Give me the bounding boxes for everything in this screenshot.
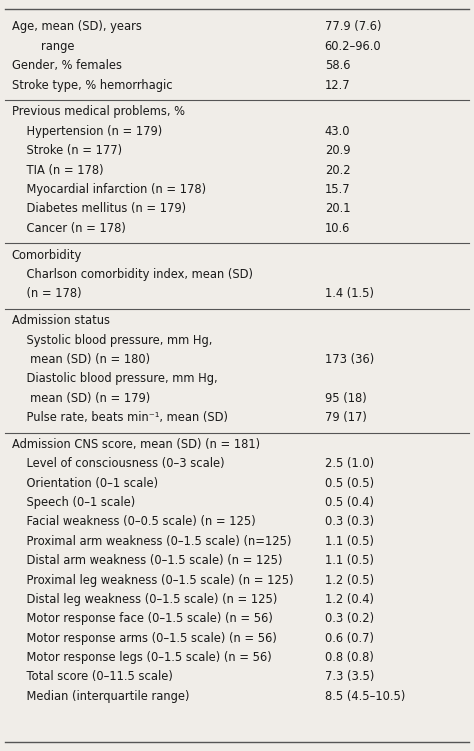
Text: Admission status: Admission status xyxy=(12,314,110,327)
Text: Comorbidity: Comorbidity xyxy=(12,249,82,261)
Text: Cancer (n = 178): Cancer (n = 178) xyxy=(12,222,126,234)
Text: Distal arm weakness (0–1.5 scale) (n = 125): Distal arm weakness (0–1.5 scale) (n = 1… xyxy=(12,554,283,567)
Text: 20.2: 20.2 xyxy=(325,164,350,176)
Text: Stroke type, % hemorrhagic: Stroke type, % hemorrhagic xyxy=(12,79,173,92)
Text: 0.5 (0.5): 0.5 (0.5) xyxy=(325,477,374,490)
Text: range: range xyxy=(12,40,74,53)
Text: 1.4 (1.5): 1.4 (1.5) xyxy=(325,288,374,300)
Text: Pulse rate, beats min⁻¹, mean (SD): Pulse rate, beats min⁻¹, mean (SD) xyxy=(12,411,228,424)
Text: 8.5 (4.5–10.5): 8.5 (4.5–10.5) xyxy=(325,690,405,703)
Text: Total score (0–11.5 scale): Total score (0–11.5 scale) xyxy=(12,671,173,683)
Text: (n = 178): (n = 178) xyxy=(12,288,82,300)
Text: 58.6: 58.6 xyxy=(325,59,350,72)
Text: Facial weakness (0–0.5 scale) (n = 125): Facial weakness (0–0.5 scale) (n = 125) xyxy=(12,515,255,529)
Text: 12.7: 12.7 xyxy=(325,79,350,92)
Text: Diabetes mellitus (n = 179): Diabetes mellitus (n = 179) xyxy=(12,202,186,216)
Text: 1.2 (0.4): 1.2 (0.4) xyxy=(325,593,374,606)
Text: 20.9: 20.9 xyxy=(325,144,350,157)
Text: 0.3 (0.2): 0.3 (0.2) xyxy=(325,612,374,626)
Text: Level of consciousness (0–3 scale): Level of consciousness (0–3 scale) xyxy=(12,457,225,470)
Text: 0.3 (0.3): 0.3 (0.3) xyxy=(325,515,374,529)
Text: TIA (n = 178): TIA (n = 178) xyxy=(12,164,103,176)
Text: Motor response legs (0–1.5 scale) (n = 56): Motor response legs (0–1.5 scale) (n = 5… xyxy=(12,651,272,664)
Text: Gender, % females: Gender, % females xyxy=(12,59,122,72)
Text: Charlson comorbidity index, mean (SD): Charlson comorbidity index, mean (SD) xyxy=(12,268,253,281)
Text: Diastolic blood pressure, mm Hg,: Diastolic blood pressure, mm Hg, xyxy=(12,372,218,385)
Text: 173 (36): 173 (36) xyxy=(325,353,374,366)
Text: 95 (18): 95 (18) xyxy=(325,392,366,405)
Text: Previous medical problems, %: Previous medical problems, % xyxy=(12,105,185,119)
Text: mean (SD) (n = 180): mean (SD) (n = 180) xyxy=(12,353,150,366)
Text: Admission CNS score, mean (SD) (n = 181): Admission CNS score, mean (SD) (n = 181) xyxy=(12,438,260,451)
Text: 2.5 (1.0): 2.5 (1.0) xyxy=(325,457,374,470)
Text: Median (interquartile range): Median (interquartile range) xyxy=(12,690,189,703)
Text: Systolic blood pressure, mm Hg,: Systolic blood pressure, mm Hg, xyxy=(12,333,212,346)
Text: Stroke (n = 177): Stroke (n = 177) xyxy=(12,144,122,157)
Text: 1.1 (0.5): 1.1 (0.5) xyxy=(325,535,374,547)
Text: Hypertension (n = 179): Hypertension (n = 179) xyxy=(12,125,162,137)
Text: Myocardial infarction (n = 178): Myocardial infarction (n = 178) xyxy=(12,183,206,196)
Text: Motor response face (0–1.5 scale) (n = 56): Motor response face (0–1.5 scale) (n = 5… xyxy=(12,612,273,626)
Text: mean (SD) (n = 179): mean (SD) (n = 179) xyxy=(12,392,150,405)
Text: 1.1 (0.5): 1.1 (0.5) xyxy=(325,554,374,567)
Text: Motor response arms (0–1.5 scale) (n = 56): Motor response arms (0–1.5 scale) (n = 5… xyxy=(12,632,277,644)
Text: Orientation (0–1 scale): Orientation (0–1 scale) xyxy=(12,477,158,490)
Text: 77.9 (7.6): 77.9 (7.6) xyxy=(325,20,381,33)
Text: 0.6 (0.7): 0.6 (0.7) xyxy=(325,632,374,644)
Text: 43.0: 43.0 xyxy=(325,125,350,137)
Text: 10.6: 10.6 xyxy=(325,222,350,234)
Text: 1.2 (0.5): 1.2 (0.5) xyxy=(325,574,374,587)
Text: 20.1: 20.1 xyxy=(325,202,350,216)
Text: 0.5 (0.4): 0.5 (0.4) xyxy=(325,496,374,509)
Text: 0.8 (0.8): 0.8 (0.8) xyxy=(325,651,374,664)
Text: 7.3 (3.5): 7.3 (3.5) xyxy=(325,671,374,683)
Text: Proximal leg weakness (0–1.5 scale) (n = 125): Proximal leg weakness (0–1.5 scale) (n =… xyxy=(12,574,293,587)
Text: Distal leg weakness (0–1.5 scale) (n = 125): Distal leg weakness (0–1.5 scale) (n = 1… xyxy=(12,593,277,606)
Text: 60.2–96.0: 60.2–96.0 xyxy=(325,40,381,53)
Text: 79 (17): 79 (17) xyxy=(325,411,366,424)
Text: Proximal arm weakness (0–1.5 scale) (n=125): Proximal arm weakness (0–1.5 scale) (n=1… xyxy=(12,535,292,547)
Text: Speech (0–1 scale): Speech (0–1 scale) xyxy=(12,496,135,509)
Text: 15.7: 15.7 xyxy=(325,183,350,196)
Text: Age, mean (SD), years: Age, mean (SD), years xyxy=(12,20,142,33)
